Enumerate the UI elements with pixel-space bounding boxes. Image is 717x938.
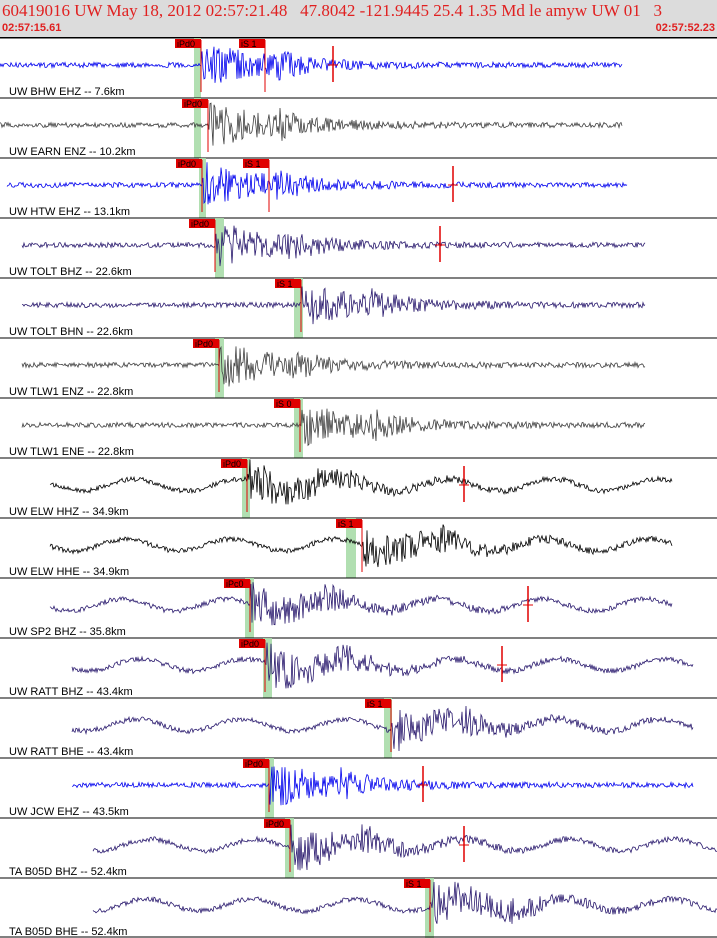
channel-label: UW EARN ENZ -- 10.2km (9, 146, 136, 158)
pick-label: iPd0 (191, 219, 209, 229)
pick-label: iPd0 (245, 759, 263, 769)
channel-label: UW RATT BHZ -- 43.4km (9, 686, 133, 698)
pick-label: iPd0 (241, 639, 259, 649)
pick-label: iPd0 (178, 159, 196, 169)
pick-label-box (182, 99, 208, 108)
channel-label: UW TLW1 ENZ -- 22.8km (9, 386, 133, 398)
pick-label-box (189, 219, 215, 228)
pick-label: iS 1 (406, 879, 422, 889)
pick-label: iS 1 (245, 159, 261, 169)
event-title: 60419016 UW May 18, 2012 02:57:21.48 47.… (2, 1, 662, 20)
pick-label: iPd0 (223, 459, 241, 469)
event-header: 60419016 UW May 18, 2012 02:57:21.48 47.… (0, 0, 717, 38)
pick-window-band (263, 638, 272, 698)
channel-panel: iS 1 UW ELW HHE -- 34.9km (0, 517, 717, 578)
pick-label-box (243, 159, 269, 168)
channel-label: UW JCW EHZ -- 43.5km (9, 806, 129, 818)
pick-window-band (294, 278, 303, 338)
pick-label: iPd0 (177, 39, 195, 49)
waveform-trace (21, 408, 646, 447)
pick-label-box (221, 459, 247, 468)
pick-label: iS 1 (241, 39, 257, 49)
channel-panel: iPc0 UW SP2 BHZ -- 35.8km (0, 577, 717, 638)
waveform-trace (21, 225, 646, 267)
channel-panel: iPd0 UW TOLT BHZ -- 22.6km (0, 217, 717, 278)
channel-label: UW ELW HHZ -- 34.9km (9, 506, 129, 518)
channel-panel: iPd0 UW TLW1 ENZ -- 22.8km (0, 337, 717, 398)
channel-panel: iS 1 TA B05D BHE -- 52.4km (0, 877, 717, 938)
pick-window-band (194, 98, 201, 158)
channel-label: UW SP2 BHZ -- 35.8km (9, 626, 126, 638)
waveform-trace (49, 582, 673, 626)
pick-label: iPd0 (195, 339, 213, 349)
pick-window-band (242, 458, 250, 518)
channel-label: UW BHW EHZ -- 7.6km (9, 86, 125, 98)
pick-label: iPd0 (184, 99, 202, 109)
waveform-trace (71, 705, 694, 752)
pick-label-box (264, 819, 290, 828)
waveform-trace (0, 46, 623, 83)
channel-panel: iPd0 TA B05D BHZ -- 52.4km (0, 817, 717, 878)
channel-label: TA B05D BHE -- 52.4km (9, 926, 127, 938)
pick-window-band (384, 698, 392, 758)
seismogram-panels: iPd0 iS 1 UW BHW EHZ -- 7.6km iPd0 UW EARN E… (0, 38, 717, 938)
channel-label: TA B05D BHZ -- 52.4km (9, 866, 127, 878)
channel-panel: iPd0 iS 1 UW BHW EHZ -- 7.6km (0, 38, 717, 98)
pick-window-band (194, 38, 201, 98)
waveform-trace (21, 286, 646, 325)
channel-panel: iS 0 UW TLW1 ENE -- 22.8km (0, 397, 717, 458)
pick-window-band (294, 398, 303, 458)
pick-label: iS 1 (277, 279, 293, 289)
waveform-trace (92, 881, 717, 924)
waveform-trace (49, 459, 673, 505)
pick-label: iS 0 (276, 399, 292, 409)
channel-panel: iPd0 UW EARN ENZ -- 10.2km (0, 97, 717, 158)
pick-label: iPd0 (266, 819, 284, 829)
pick-label-box (275, 279, 301, 288)
channel-panel: iPd0 UW JCW EHZ -- 43.5km (0, 757, 717, 818)
pick-window-band (346, 518, 356, 578)
pick-label-box (239, 639, 265, 648)
channel-panel: iPd0 UW ELW HHZ -- 34.9km (0, 457, 717, 518)
channel-panel: iS 1 UW TOLT BHN -- 22.6km (0, 277, 717, 338)
pick-label: iPc0 (226, 579, 244, 589)
channel-label: UW TLW1 ENE -- 22.8km (9, 446, 134, 458)
pick-label-box (176, 159, 202, 168)
channel-label: UW RATT BHE -- 43.4km (9, 746, 133, 758)
channel-label: UW HTW EHZ -- 13.1km (9, 206, 130, 218)
waveform-trace (21, 345, 646, 387)
pick-label-box (336, 519, 362, 528)
window-start-time: 02:57:15.61 (2, 22, 62, 34)
pick-label-box (224, 579, 250, 588)
pick-label: iS 1 (338, 519, 354, 529)
channel-label: UW TOLT BHZ -- 22.6km (9, 266, 132, 278)
pick-label-box (175, 39, 201, 48)
channel-label: UW TOLT BHN -- 22.6km (9, 326, 133, 338)
pick-label: iS 1 (367, 699, 383, 709)
window-end-time: 02:57:52.23 (655, 22, 715, 34)
pick-label-box (404, 879, 430, 888)
channel-panel: iPd0 iS 1 UW HTW EHZ -- 13.1km (0, 157, 717, 218)
waveform-trace (49, 524, 673, 568)
waveform-trace (71, 766, 694, 806)
pick-label-box (365, 699, 391, 708)
channel-panel: iS 1 UW RATT BHE -- 43.4km (0, 697, 717, 758)
waveform-trace (92, 824, 717, 871)
channel-panel: iPd0 UW RATT BHZ -- 43.4km (0, 637, 717, 698)
channel-label: UW ELW HHE -- 34.9km (9, 566, 129, 578)
waveform-trace (0, 102, 623, 146)
waveform-trace (6, 162, 628, 205)
pick-label-box (243, 759, 269, 768)
pick-label-box (239, 39, 265, 48)
waveform-trace (71, 642, 694, 689)
pick-label-box (274, 399, 300, 408)
pick-label-box (193, 339, 219, 348)
